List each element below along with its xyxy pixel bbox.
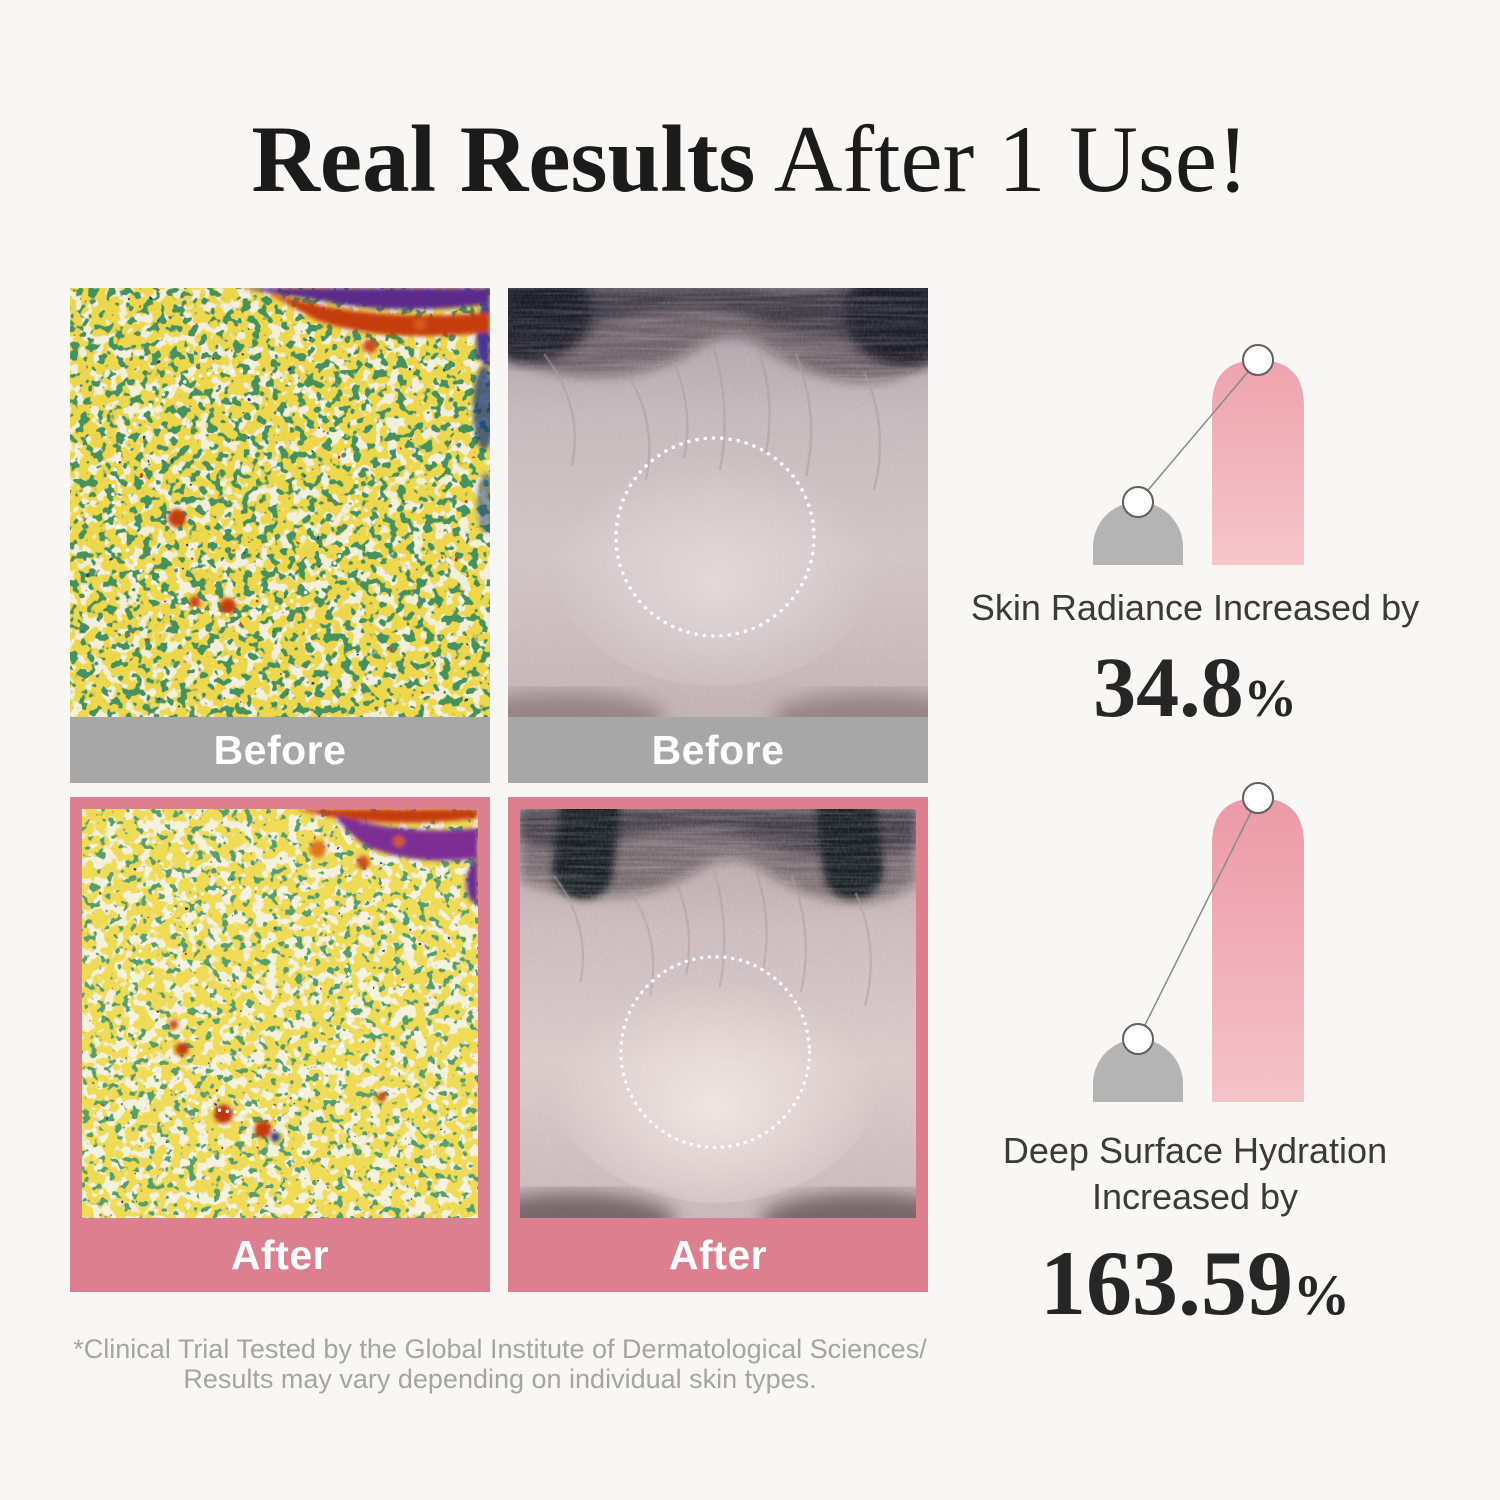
stat-value: 163.59% (945, 1230, 1445, 1336)
increase-connector-line (1137, 359, 1259, 503)
before-point-marker (1122, 486, 1154, 518)
page-title: Real Results After 1 Use! (0, 104, 1500, 214)
stat-label-line1: Deep Surface Hydration (1002, 1130, 1388, 1171)
percent-sign: % (1243, 668, 1297, 729)
eyebrow-shading (520, 1192, 916, 1218)
caption-after: After (668, 1231, 768, 1278)
tile-heatmap-after: After (70, 797, 490, 1292)
after-point-marker (1242, 344, 1274, 376)
before-bar (1093, 1039, 1183, 1102)
heatmap-top-artifact-band (168, 288, 490, 614)
heatmap-top-artifact-band (168, 809, 478, 1142)
tile-heatmap-before: Before (70, 288, 490, 783)
radiance-bar-chart (1093, 344, 1304, 565)
tile-forehead-before: Before (508, 288, 928, 783)
disclaimer-line2: Results may vary depending on individual… (183, 1364, 817, 1394)
caption-before: Before (508, 717, 928, 783)
forehead-before-image (508, 288, 928, 717)
before-bar (1093, 502, 1183, 565)
hydration-bar-chart (1093, 782, 1304, 1102)
focus-area-dotted-circle (614, 436, 816, 638)
stat-label: Skin Radiance Increased by (970, 587, 1420, 628)
focus-area-dotted-circle (127, 885, 354, 1114)
stat-deep-hydration: Deep Surface Hydration Increased by 163.… (945, 1128, 1445, 1336)
tile-forehead-after: After (508, 797, 928, 1292)
title-emphasis: Real Results (251, 106, 756, 212)
after-bar (1212, 798, 1304, 1102)
heatmap-before-media (70, 288, 490, 717)
stat-label: Deep Surface Hydration Increased by (945, 1128, 1445, 1220)
skin-heatmap-before-image (70, 288, 490, 717)
after-bar (1212, 360, 1304, 565)
caption-before: Before (70, 717, 490, 783)
stat-number: 163.59 (1039, 1232, 1293, 1335)
forehead-after-image (520, 809, 916, 1218)
forehead-after-media (520, 809, 916, 1218)
percent-sign: % (1292, 1264, 1351, 1328)
before-point-marker (1122, 1023, 1154, 1055)
stat-number: 34.8 (1093, 639, 1244, 736)
increase-connector-line (1137, 797, 1259, 1040)
title-suffix: After 1 Use! (755, 106, 1249, 212)
forehead-before-media (508, 288, 928, 717)
stat-value: 34.8% (945, 637, 1445, 737)
heatmap-after-media (82, 809, 478, 1218)
stat-skin-radiance: Skin Radiance Increased by 34.8% (945, 585, 1445, 737)
caption-after: After (230, 1231, 330, 1278)
eyebrow-shading (508, 692, 928, 717)
focus-area-dotted-circle (619, 955, 812, 1150)
clinical-disclaimer: *Clinical Trial Tested by the Global Ins… (40, 1334, 960, 1394)
after-point-marker (1242, 782, 1274, 814)
skin-heatmap-after-image (82, 809, 478, 1218)
focus-area-dotted-circle (111, 369, 359, 617)
disclaimer-line1: *Clinical Trial Tested by the Global Ins… (73, 1334, 927, 1364)
stat-label-line2: Increased by (1091, 1176, 1299, 1218)
